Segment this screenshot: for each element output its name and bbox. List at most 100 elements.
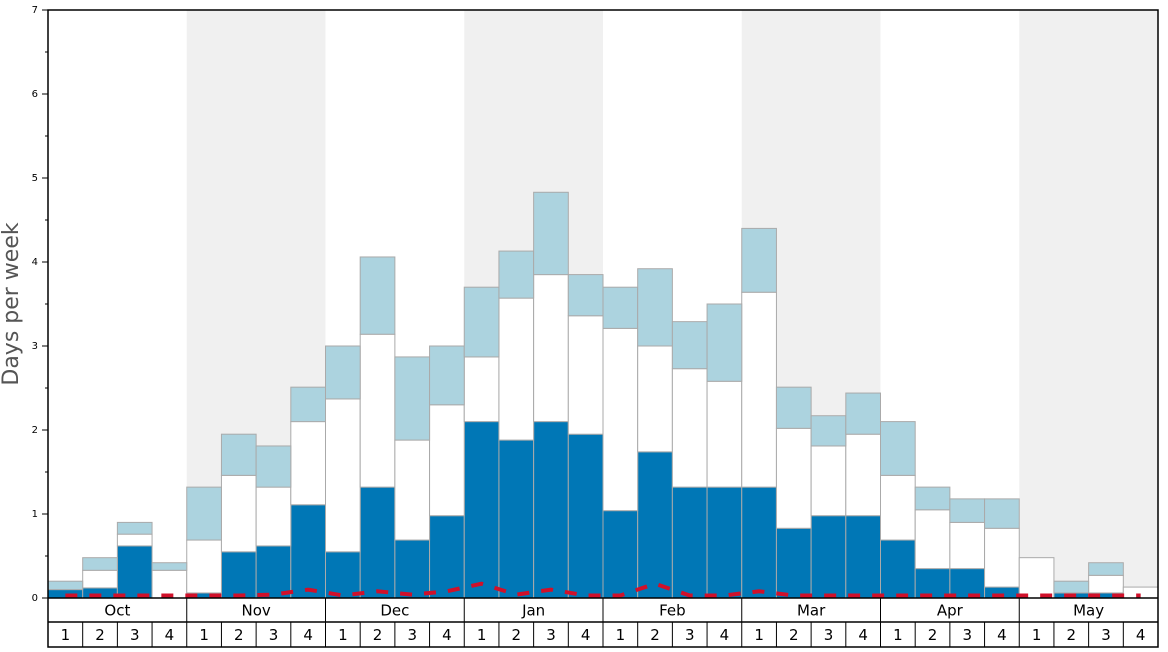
bar-segment: [290, 421, 326, 506]
x-tick-label: 4: [997, 626, 1007, 644]
x-tick-label: 4: [442, 626, 452, 644]
x-tick-label: 1: [338, 626, 348, 644]
bar-segment: [325, 345, 361, 400]
x-tick-label: 3: [824, 626, 834, 644]
x-tick-label: 2: [650, 626, 660, 644]
bar-segment: [567, 274, 604, 317]
bar-segment: [775, 427, 812, 529]
bar-segment: [359, 333, 396, 488]
x-tick-label: 2: [928, 626, 938, 644]
bar-segment: [463, 286, 500, 358]
x-tick-label: 1: [61, 626, 71, 644]
x-tick-label: 3: [130, 626, 140, 644]
bar-segment: [498, 297, 535, 441]
y-tick-label: 1: [32, 509, 38, 520]
bar-segment: [914, 486, 951, 511]
bar-segment: [1018, 557, 1055, 599]
x-tick-label: 1: [477, 626, 487, 644]
y-tick-label: 6: [32, 89, 38, 100]
x-tick-label: 3: [407, 626, 417, 644]
x-tick-label: 3: [685, 626, 695, 644]
bar-segment: [741, 486, 777, 599]
bar-segment: [186, 539, 222, 594]
month-band: [1019, 10, 1158, 598]
y-tick-label: 3: [32, 341, 38, 352]
bar-segment: [116, 533, 153, 547]
bar-segment: [1088, 574, 1124, 594]
x-tick-label: 3: [962, 626, 972, 644]
bar-segment: [220, 474, 257, 553]
x-tick-label: 4: [720, 626, 730, 644]
bar-segment: [394, 539, 431, 599]
bar-segment: [116, 545, 153, 599]
bar-segment: [533, 421, 569, 599]
bar-segment: [880, 474, 916, 541]
bar-segment: [880, 539, 916, 599]
bar-segment: [567, 433, 604, 599]
x-tick-label: 3: [269, 626, 279, 644]
x-tick-label: 1: [616, 626, 626, 644]
bar-segment: [325, 551, 361, 599]
bar-segment: [325, 398, 361, 553]
bar-segment: [533, 191, 569, 276]
bar-segment: [845, 392, 881, 435]
bar-segment: [810, 445, 847, 517]
bar-segment: [984, 527, 1020, 588]
bar-segment: [533, 274, 569, 423]
bar-segment: [359, 486, 396, 599]
bar-segment: [290, 386, 326, 423]
bar-segment: [429, 404, 465, 517]
bar-segment: [845, 515, 881, 599]
bar-segment: [394, 439, 431, 541]
bar-segment: [47, 580, 84, 591]
x-tick-label: 4: [165, 626, 175, 644]
bar-segment: [429, 345, 465, 406]
x-tick-label: 2: [1067, 626, 1077, 644]
bar-segment: [186, 486, 222, 541]
y-tick-label: 7: [32, 5, 38, 16]
bar-segment: [82, 557, 118, 571]
x-tick-label: 3: [546, 626, 556, 644]
bar-segment: [949, 498, 986, 523]
bar-segment: [429, 515, 465, 599]
bar-segment: [810, 515, 847, 599]
bar-segment: [914, 509, 951, 570]
month-label: Apr: [937, 602, 964, 620]
bar-segment: [810, 415, 847, 447]
bar-segment: [116, 521, 153, 535]
x-tick-label: 3: [1101, 626, 1111, 644]
bar-segment: [1053, 580, 1090, 594]
y-tick-label: 4: [32, 257, 38, 268]
y-axis-label: Days per week: [0, 222, 24, 385]
x-tick-label: 2: [512, 626, 522, 644]
x-tick-label: 4: [303, 626, 313, 644]
bar-segment: [706, 486, 743, 599]
bar-segment: [845, 433, 881, 517]
x-tick-label: 2: [789, 626, 799, 644]
bar-segment: [741, 227, 777, 293]
x-tick-label: 1: [1032, 626, 1042, 644]
bar-segment: [671, 486, 708, 599]
bar-segment: [637, 451, 673, 599]
bar-segment: [463, 421, 500, 599]
x-tick-label: 1: [893, 626, 903, 644]
bar-segment: [637, 345, 673, 453]
bar-segment: [637, 268, 673, 347]
bar-segment: [984, 498, 1020, 529]
bar-segment: [949, 568, 986, 599]
bar-segment: [255, 445, 292, 488]
bar-segment: [706, 380, 743, 488]
bar-segment: [255, 486, 292, 547]
month-label: Feb: [659, 602, 686, 620]
y-tick-label: 2: [32, 425, 38, 436]
bar-segment: [602, 327, 639, 512]
month-label: Oct: [104, 602, 130, 620]
bar-segment: [602, 286, 639, 329]
bar-segment: [741, 291, 777, 488]
x-tick-label: 2: [95, 626, 105, 644]
bar-segment: [463, 356, 500, 423]
x-tick-label: 4: [1136, 626, 1146, 644]
x-tick-label: 4: [581, 626, 591, 644]
month-label: May: [1073, 602, 1104, 620]
